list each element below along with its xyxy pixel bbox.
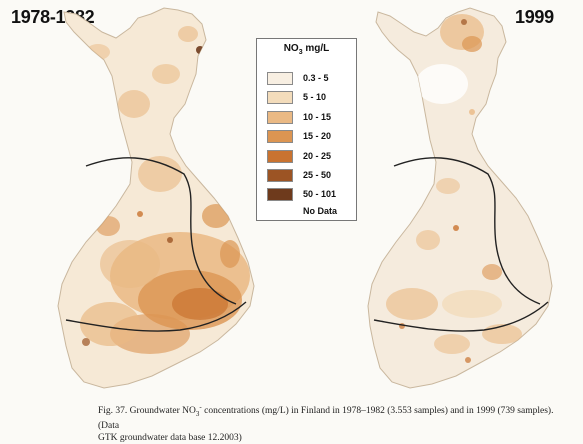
legend-label: No Data [303, 206, 338, 216]
nitrate-concentration-areas [80, 26, 250, 354]
map-1978-1982 [57, 7, 255, 389]
legend-label: 20 - 25 [303, 151, 332, 161]
map-legend: NO3 mg/L 0.3 - 5 5 - 10 10 - 15 15 - 20 … [256, 38, 357, 221]
map-1999 [367, 7, 553, 389]
legend-item-15-20: 15 - 20 [267, 128, 331, 144]
legend-label: 5 - 10 [303, 92, 327, 102]
region-boundary-lines [65, 157, 247, 332]
legend-swatch [267, 149, 293, 163]
region-boundary-lines [373, 157, 549, 332]
legend-swatch [267, 71, 293, 85]
legend-swatch [267, 90, 293, 104]
legend-item-no-data: No Data [267, 203, 337, 219]
legend-label: 10 - 15 [303, 112, 332, 122]
legend-label: 25 - 50 [303, 170, 332, 180]
legend-item-5-10: 5 - 10 [267, 89, 326, 105]
nitrate-concentration-areas [386, 14, 522, 363]
map-title-1999: 1999 [515, 7, 554, 27]
legend-label: 15 - 20 [303, 131, 332, 141]
legend-item-25-50: 25 - 50 [267, 167, 331, 183]
legend-label: 50 - 101 [303, 189, 337, 199]
legend-swatch [267, 168, 293, 182]
legend-item-0-3-5: 0.3 - 5 [267, 70, 329, 86]
legend-item-50-101: 50 - 101 [267, 186, 336, 202]
legend-label: 0.3 - 5 [303, 73, 329, 83]
legend-swatch [267, 110, 293, 124]
legend-title: NO3 mg/L [283, 43, 330, 56]
legend-swatch [267, 129, 293, 143]
legend-item-20-25: 20 - 25 [267, 148, 331, 164]
legend-swatch [267, 204, 293, 218]
legend-swatch [267, 187, 293, 201]
legend-item-10-15: 10 - 15 [267, 109, 331, 125]
